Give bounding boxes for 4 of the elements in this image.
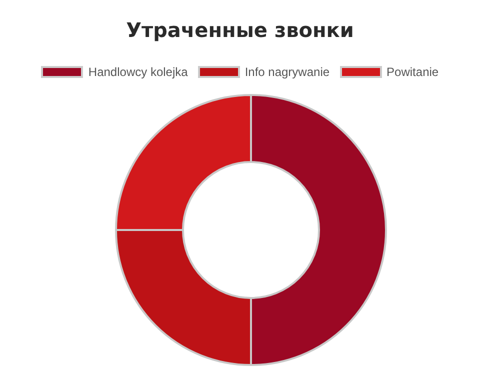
legend-label: Handlowcy kolejka xyxy=(88,65,188,79)
legend-label: Powitanie xyxy=(386,65,439,79)
legend-label: Info nagrywanie xyxy=(244,65,330,79)
chart-title: Утраченные звонки xyxy=(125,17,355,44)
